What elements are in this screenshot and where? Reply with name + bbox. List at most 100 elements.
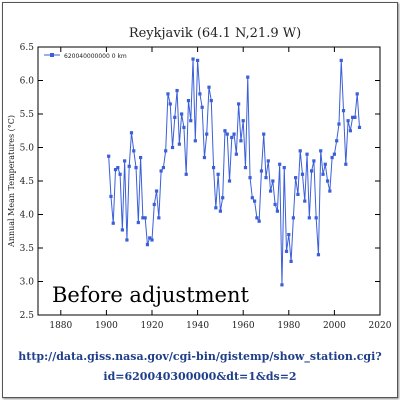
data-point bbox=[127, 164, 131, 168]
data-point bbox=[145, 243, 150, 247]
data-point bbox=[259, 169, 264, 173]
data-point bbox=[287, 233, 291, 237]
data-point bbox=[250, 196, 254, 200]
data-point bbox=[200, 105, 204, 109]
data-point bbox=[294, 176, 298, 180]
data-point bbox=[193, 139, 197, 143]
data-point bbox=[241, 119, 245, 123]
data-point bbox=[139, 155, 143, 160]
data-point bbox=[280, 283, 284, 287]
data-point bbox=[109, 194, 113, 199]
data-point bbox=[312, 159, 316, 163]
data-point bbox=[346, 119, 350, 123]
data-point bbox=[316, 253, 321, 257]
data-point bbox=[278, 162, 282, 166]
data-point bbox=[123, 159, 127, 163]
y-axis-label: Annual Mean Temperatures (°C) bbox=[7, 115, 16, 248]
data-point bbox=[177, 142, 181, 146]
data-point bbox=[198, 92, 202, 96]
data-point bbox=[321, 172, 325, 176]
x-tick-label: 1920 bbox=[141, 321, 164, 331]
data-point bbox=[328, 189, 332, 193]
data-point bbox=[264, 176, 268, 180]
data-point bbox=[223, 129, 227, 133]
data-point bbox=[214, 206, 218, 210]
data-point bbox=[221, 196, 225, 200]
data-point bbox=[175, 88, 179, 93]
chart-title: Reykjavik (64.1 N,21.9 W) bbox=[129, 26, 301, 41]
data-point bbox=[246, 75, 250, 79]
data-point bbox=[182, 125, 186, 129]
data-point bbox=[125, 238, 129, 242]
data-point bbox=[271, 179, 275, 183]
y-tick-label: 2.5 bbox=[20, 311, 35, 321]
x-tick-label: 1880 bbox=[49, 321, 72, 331]
data-point bbox=[207, 85, 211, 89]
data-point bbox=[143, 216, 147, 220]
x-tick-label: 1940 bbox=[186, 321, 209, 331]
data-point bbox=[257, 219, 261, 223]
data-point bbox=[357, 125, 362, 129]
data-point bbox=[136, 220, 140, 225]
y-tick-label: 5.5 bbox=[20, 110, 35, 120]
data-point bbox=[211, 166, 216, 170]
data-point bbox=[111, 221, 115, 225]
data-point bbox=[262, 132, 266, 136]
data-point bbox=[296, 192, 300, 196]
data-point bbox=[150, 238, 154, 242]
data-point bbox=[134, 166, 138, 170]
data-point bbox=[132, 149, 136, 153]
data-point bbox=[129, 131, 134, 135]
data-point bbox=[237, 102, 241, 106]
data-point bbox=[282, 166, 286, 170]
source-url-line2[interactable]: id=620040300000&dt=1&ds=2 bbox=[103, 370, 297, 383]
data-point bbox=[202, 155, 207, 160]
data-point bbox=[186, 99, 191, 103]
source-url-line1[interactable]: http://data.giss.nasa.gov/cgi-bin/gistem… bbox=[18, 350, 382, 363]
data-point bbox=[205, 132, 209, 136]
data-point bbox=[225, 132, 229, 136]
y-tick-label: 6.5 bbox=[20, 43, 35, 53]
data-point bbox=[191, 57, 195, 61]
data-point bbox=[268, 189, 273, 193]
data-point bbox=[253, 199, 257, 203]
data-point bbox=[330, 155, 334, 160]
data-point bbox=[184, 172, 188, 176]
x-tick-label: 2020 bbox=[369, 321, 392, 331]
data-point bbox=[255, 216, 259, 220]
data-point bbox=[218, 209, 222, 213]
data-point bbox=[273, 202, 277, 207]
data-point bbox=[216, 172, 220, 176]
x-tick-label: 1980 bbox=[277, 321, 300, 331]
data-point bbox=[248, 176, 252, 180]
y-tick-label: 5.0 bbox=[20, 144, 35, 154]
data-point bbox=[116, 166, 120, 170]
axis-ticks: 1880 1900 1920 1940 1960 1980 2000 2020 2.5 3.0 3.… bbox=[20, 43, 392, 331]
data-point bbox=[180, 112, 184, 116]
legend-marker bbox=[50, 53, 54, 57]
series-group bbox=[107, 57, 362, 287]
x-tick-label: 1960 bbox=[232, 321, 255, 331]
data-point bbox=[107, 154, 111, 158]
y-tick-label: 4.5 bbox=[20, 177, 35, 187]
data-point bbox=[323, 162, 327, 166]
data-point bbox=[325, 179, 330, 183]
legend: 620040000000 0 km bbox=[44, 53, 127, 60]
data-point bbox=[232, 132, 236, 136]
data-point bbox=[314, 216, 318, 220]
x-tick-label: 2000 bbox=[323, 321, 346, 331]
data-point bbox=[234, 152, 238, 156]
data-point bbox=[319, 149, 323, 153]
data-point bbox=[230, 135, 234, 140]
data-point bbox=[337, 122, 341, 126]
data-point bbox=[152, 202, 156, 207]
data-point bbox=[239, 139, 243, 143]
data-point bbox=[300, 172, 305, 176]
data-point bbox=[266, 159, 270, 163]
data-point bbox=[335, 139, 339, 143]
data-point bbox=[157, 216, 161, 220]
data-point bbox=[298, 149, 302, 153]
data-point bbox=[118, 172, 122, 176]
data-point bbox=[310, 169, 314, 173]
